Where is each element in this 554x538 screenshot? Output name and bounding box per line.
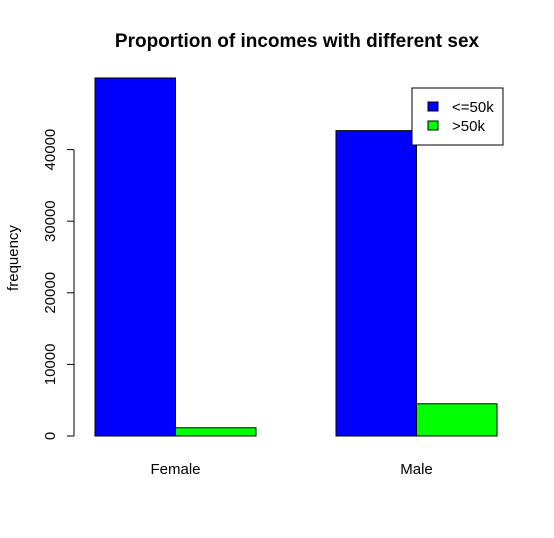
legend-swatch: [427, 120, 439, 131]
category-label-male: Male: [400, 461, 433, 478]
y-tick-label: 20000: [42, 272, 59, 314]
category-label-female: Female: [150, 461, 200, 478]
bar-male-gt50k: [416, 403, 498, 437]
y-tick-label: 30000: [42, 200, 59, 242]
legend-label: >50k: [452, 118, 485, 135]
bar-female-gt50k: [175, 427, 257, 437]
y-tick-label: 40000: [42, 129, 59, 171]
bars: [94, 77, 498, 437]
chart-title: Proportion of incomes with different sex: [115, 31, 480, 52]
y-tick-label: 10000: [42, 344, 59, 386]
y-axis-label: frequency: [5, 225, 22, 291]
y-axis: 0 10000 20000 30000 40000: [42, 129, 75, 440]
legend-box: [411, 87, 504, 146]
category-labels: Female Male: [150, 461, 432, 478]
bar-male-le50k: [335, 130, 417, 437]
legend: <=50k >50k: [411, 87, 504, 146]
y-tick-label: 0: [42, 432, 59, 440]
bar-female-le50k: [94, 77, 176, 437]
legend-swatch: [427, 101, 439, 112]
legend-label: <=50k: [452, 99, 494, 116]
